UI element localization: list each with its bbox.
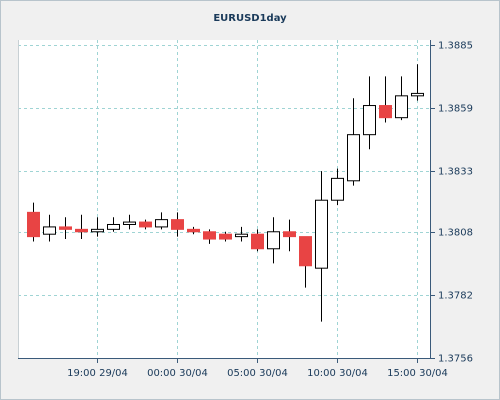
candle-body [219,233,232,240]
candle-body [331,177,344,201]
chart-title: EURUSD1day [213,13,287,24]
candle-body [347,134,360,182]
y-tick-label: 1.3808 [438,228,473,239]
y-tick-label: 1.3833 [438,167,473,178]
candle-body [251,233,264,250]
y-tick-label: 1.3885 [438,41,473,52]
x-tick-label: 05:00 30/04 [227,368,288,379]
y-tick-label: 1.3859 [438,104,473,115]
candle-body [43,226,56,235]
candle-body [75,228,88,233]
x-tick-label: 15:00 30/04 [387,368,448,379]
x-tick-label: 10:00 30/04 [307,368,368,379]
x-tick-label: 00:00 30/04 [147,368,208,379]
candle-body [315,199,328,269]
candle-body [379,105,392,119]
candle-body [91,228,104,233]
plot-area [18,40,430,358]
candle-body [123,221,136,225]
candle-body [139,221,152,228]
candle-body [395,95,408,119]
candle-body [171,219,184,230]
candle-body [155,219,168,228]
x-tick-label: 19:00 29/04 [67,368,128,379]
candle-body [107,223,120,230]
candle-body [363,105,376,136]
candle-body [283,231,296,238]
candle-body [299,236,312,267]
candle-body [59,226,72,230]
candle-body [27,211,40,238]
candle-body [187,228,200,233]
candle-body [235,233,248,238]
candle-body [203,231,216,240]
y-tick-label: 1.3782 [438,291,473,302]
y-tick-label: 1.3756 [438,354,473,365]
candle-body [267,231,280,250]
candle-body [411,92,424,97]
